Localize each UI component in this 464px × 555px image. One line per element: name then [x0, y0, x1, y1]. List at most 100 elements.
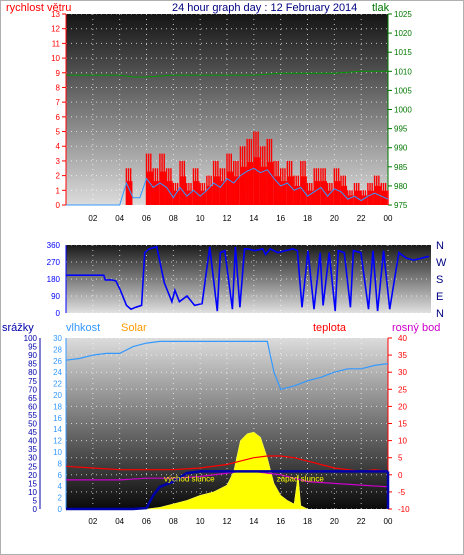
- direction-y-tick-label: 90: [51, 292, 60, 301]
- wind-y-tick-label: 8: [56, 83, 61, 92]
- rain-y-tick-label: 75: [28, 377, 37, 386]
- rain-y-tick-label: 35: [28, 445, 37, 454]
- sunset-label: západ slunce: [277, 475, 325, 484]
- pressure-y-tick-label: 980: [394, 182, 408, 191]
- direction-y-tick-label: 0: [56, 309, 61, 318]
- humidity-y-tick-label: 8: [58, 459, 63, 468]
- temperature-y-tick-label: 20: [398, 402, 407, 411]
- x-tick-label-top: 06: [142, 214, 151, 223]
- x-tick-label-bottom: 22: [357, 517, 366, 526]
- compass-label: N: [436, 240, 444, 252]
- rain-y-tick-label: 10: [28, 488, 37, 497]
- humidity-y-tick-label: 30: [53, 334, 62, 343]
- x-tick-label-top: 16: [276, 214, 285, 223]
- rain-line: [66, 470, 388, 511]
- temperature-y-tick-label: 0: [398, 471, 403, 480]
- rain-y-tick-label: 90: [28, 351, 37, 360]
- wind-direction-line: [66, 245, 430, 312]
- x-tick-label-bottom: 16: [276, 517, 285, 526]
- wind-y-tick-label: 2: [56, 172, 61, 181]
- pressure-y-tick-label: 995: [394, 125, 408, 134]
- compass-label: N: [436, 308, 444, 320]
- rain-y-tick-label: 55: [28, 411, 37, 420]
- pressure-y-tick-label: 1015: [394, 48, 412, 57]
- wind-average-line: [66, 167, 389, 206]
- wind-y-tick-label: 11: [52, 39, 61, 48]
- humidity-y-tick-label: 22: [53, 380, 62, 389]
- compass-label: W: [436, 257, 447, 269]
- humidity-legend-label: vlhkost: [66, 322, 101, 334]
- wind-y-tick-label: 1: [56, 186, 61, 195]
- rain-y-tick-label: 100: [24, 334, 38, 343]
- x-tick-label-top: 04: [115, 214, 124, 223]
- rain-y-tick-label: 85: [28, 360, 37, 369]
- wind-y-tick-label: 12: [51, 25, 60, 34]
- rain-y-tick-label: 5: [33, 496, 38, 505]
- rain-y-tick-label: 15: [28, 479, 37, 488]
- temperature-y-tick-label: 35: [398, 351, 407, 360]
- pressure-axis-title: tlak: [372, 2, 390, 14]
- x-tick-label-top: 12: [223, 214, 232, 223]
- direction-y-tick-label: 180: [47, 275, 61, 284]
- compass-label: S: [436, 274, 443, 286]
- humidity-y-tick-label: 20: [53, 391, 62, 400]
- rain-y-tick-label: 40: [28, 437, 37, 446]
- x-tick-label-bottom: 06: [142, 517, 151, 526]
- direction-y-tick-label: 360: [47, 241, 61, 250]
- x-tick-label-top: 18: [303, 214, 312, 223]
- chart-title: 24 hour graph day : 12 February 2014: [172, 2, 358, 14]
- humidity-y-tick-label: 28: [53, 345, 62, 354]
- temperature-y-tick-label: 10: [398, 437, 407, 446]
- rain-y-tick-label: 45: [28, 428, 37, 437]
- temperature-y-tick-label: 5: [398, 454, 403, 463]
- wind-axis-title: rychlost větru: [6, 2, 72, 14]
- humidity-y-tick-label: 14: [53, 425, 62, 434]
- rain-y-tick-label: 20: [28, 471, 37, 480]
- pressure-y-tick-label: 975: [394, 201, 408, 210]
- humidity-y-tick-label: 4: [58, 482, 63, 491]
- wind-y-tick-label: 0: [56, 201, 61, 210]
- x-tick-label-top: 08: [169, 214, 178, 223]
- temperature-y-tick-label: 30: [398, 368, 407, 377]
- x-tick-label-bottom: 08: [169, 517, 178, 526]
- temperature-y-tick-label: 40: [398, 334, 407, 343]
- rain-y-tick-label: 65: [28, 394, 37, 403]
- temperature-legend-label: teplota: [313, 322, 347, 334]
- humidity-y-tick-label: 18: [53, 402, 62, 411]
- pressure-y-tick-label: 1020: [394, 29, 412, 38]
- rain-y-tick-label: 0: [33, 505, 38, 514]
- humidity-y-tick-label: 6: [58, 471, 63, 480]
- humidity-line: [65, 340, 389, 391]
- x-tick-label-top: 20: [330, 214, 339, 223]
- humidity-y-tick-label: 24: [53, 368, 62, 377]
- x-tick-label-top: 22: [357, 214, 366, 223]
- x-tick-label-bottom: 04: [115, 517, 124, 526]
- pressure-y-tick-label: 1000: [394, 106, 412, 115]
- wind-y-tick-label: 7: [56, 98, 61, 107]
- pressure-line: [66, 70, 388, 78]
- rain-y-tick-label: 95: [28, 343, 37, 352]
- x-tick-label-bottom: 10: [196, 517, 205, 526]
- compass-label: E: [436, 291, 443, 303]
- pressure-y-tick-label: 985: [394, 163, 408, 172]
- x-tick-label-bottom: 02: [88, 517, 97, 526]
- humidity-y-tick-label: 0: [58, 505, 63, 514]
- rain-y-tick-label: 30: [28, 454, 37, 463]
- rain-y-tick-label: 25: [28, 462, 37, 471]
- wind-y-tick-label: 10: [51, 54, 60, 63]
- x-tick-label-bottom: 18: [303, 517, 312, 526]
- pressure-y-tick-label: 1025: [394, 10, 412, 19]
- rain-y-tick-label: 50: [28, 420, 37, 429]
- direction-grid: [66, 244, 431, 314]
- solar-legend-label: Solar: [121, 322, 147, 334]
- temperature-line: [65, 455, 389, 473]
- rain-y-tick-label: 70: [28, 385, 37, 394]
- humidity-y-tick-label: 16: [53, 414, 62, 423]
- rain-y-tick-label: 60: [28, 402, 37, 411]
- dewpoint-legend-label: rosný bod: [392, 322, 441, 334]
- humidity-y-tick-label: 10: [53, 448, 62, 457]
- humidity-y-tick-label: 26: [53, 357, 62, 366]
- wind-y-tick-label: 9: [56, 69, 61, 78]
- temperature-y-tick-label: -10: [398, 505, 410, 514]
- x-tick-label-bottom: 20: [330, 517, 339, 526]
